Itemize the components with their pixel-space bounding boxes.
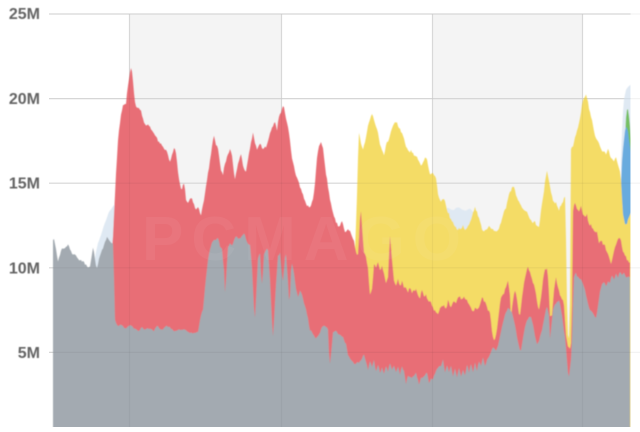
svg-text:15M: 15M xyxy=(9,176,40,193)
svg-text:20M: 20M xyxy=(9,91,40,108)
svg-text:PCMAGO: PCMAGO xyxy=(142,205,469,274)
svg-text:5M: 5M xyxy=(18,345,40,362)
svg-text:10M: 10M xyxy=(9,260,40,277)
svg-text:25M: 25M xyxy=(9,6,40,23)
